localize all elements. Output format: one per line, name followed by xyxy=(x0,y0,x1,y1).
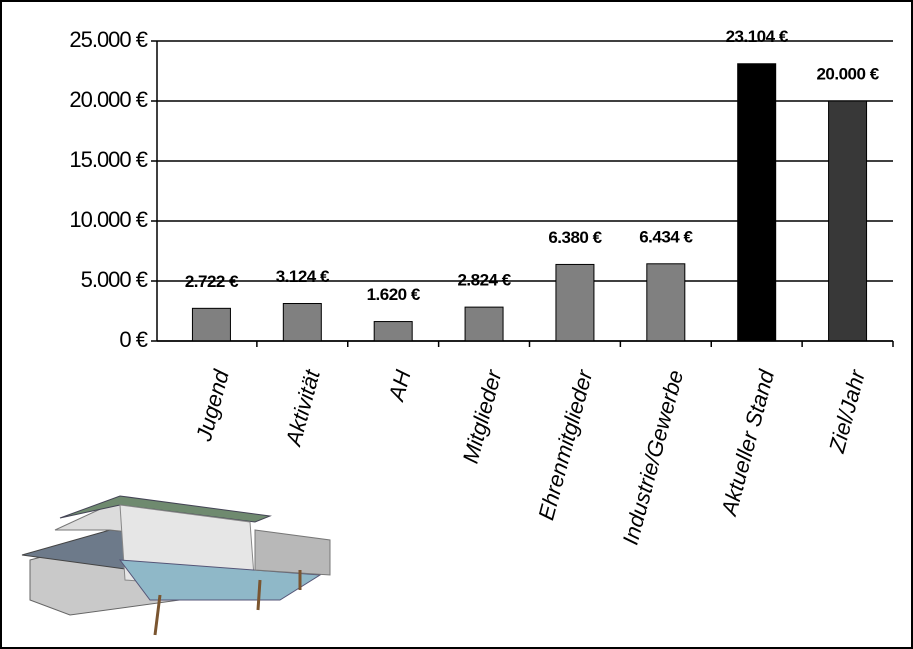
value-label: 2.722 € xyxy=(185,272,239,291)
value-label: 6.380 € xyxy=(548,228,602,247)
y-tick-label: 0 € xyxy=(119,327,147,352)
bar xyxy=(828,100,868,342)
value-label: 1.620 € xyxy=(367,285,421,304)
value-label: 20.000 € xyxy=(816,64,879,83)
bar xyxy=(464,306,504,342)
bar xyxy=(646,263,686,342)
bar xyxy=(282,303,322,342)
clubhouse-illustration xyxy=(21,495,331,636)
y-tick-label: 20.000 € xyxy=(69,87,147,112)
y-tick-label: 25.000 € xyxy=(69,27,147,52)
value-label: 3.124 € xyxy=(276,267,330,286)
value-label: 2.824 € xyxy=(457,271,511,290)
y-tick-label: 5.000 € xyxy=(81,267,148,292)
bar xyxy=(555,263,595,342)
y-tick-label: 15.000 € xyxy=(69,147,147,172)
value-label: 23.104 € xyxy=(726,27,789,46)
bar xyxy=(373,321,413,342)
bar xyxy=(737,63,777,342)
value-label: 6.434 € xyxy=(639,227,693,246)
bar xyxy=(191,307,231,342)
y-tick-label: 10.000 € xyxy=(69,207,147,232)
